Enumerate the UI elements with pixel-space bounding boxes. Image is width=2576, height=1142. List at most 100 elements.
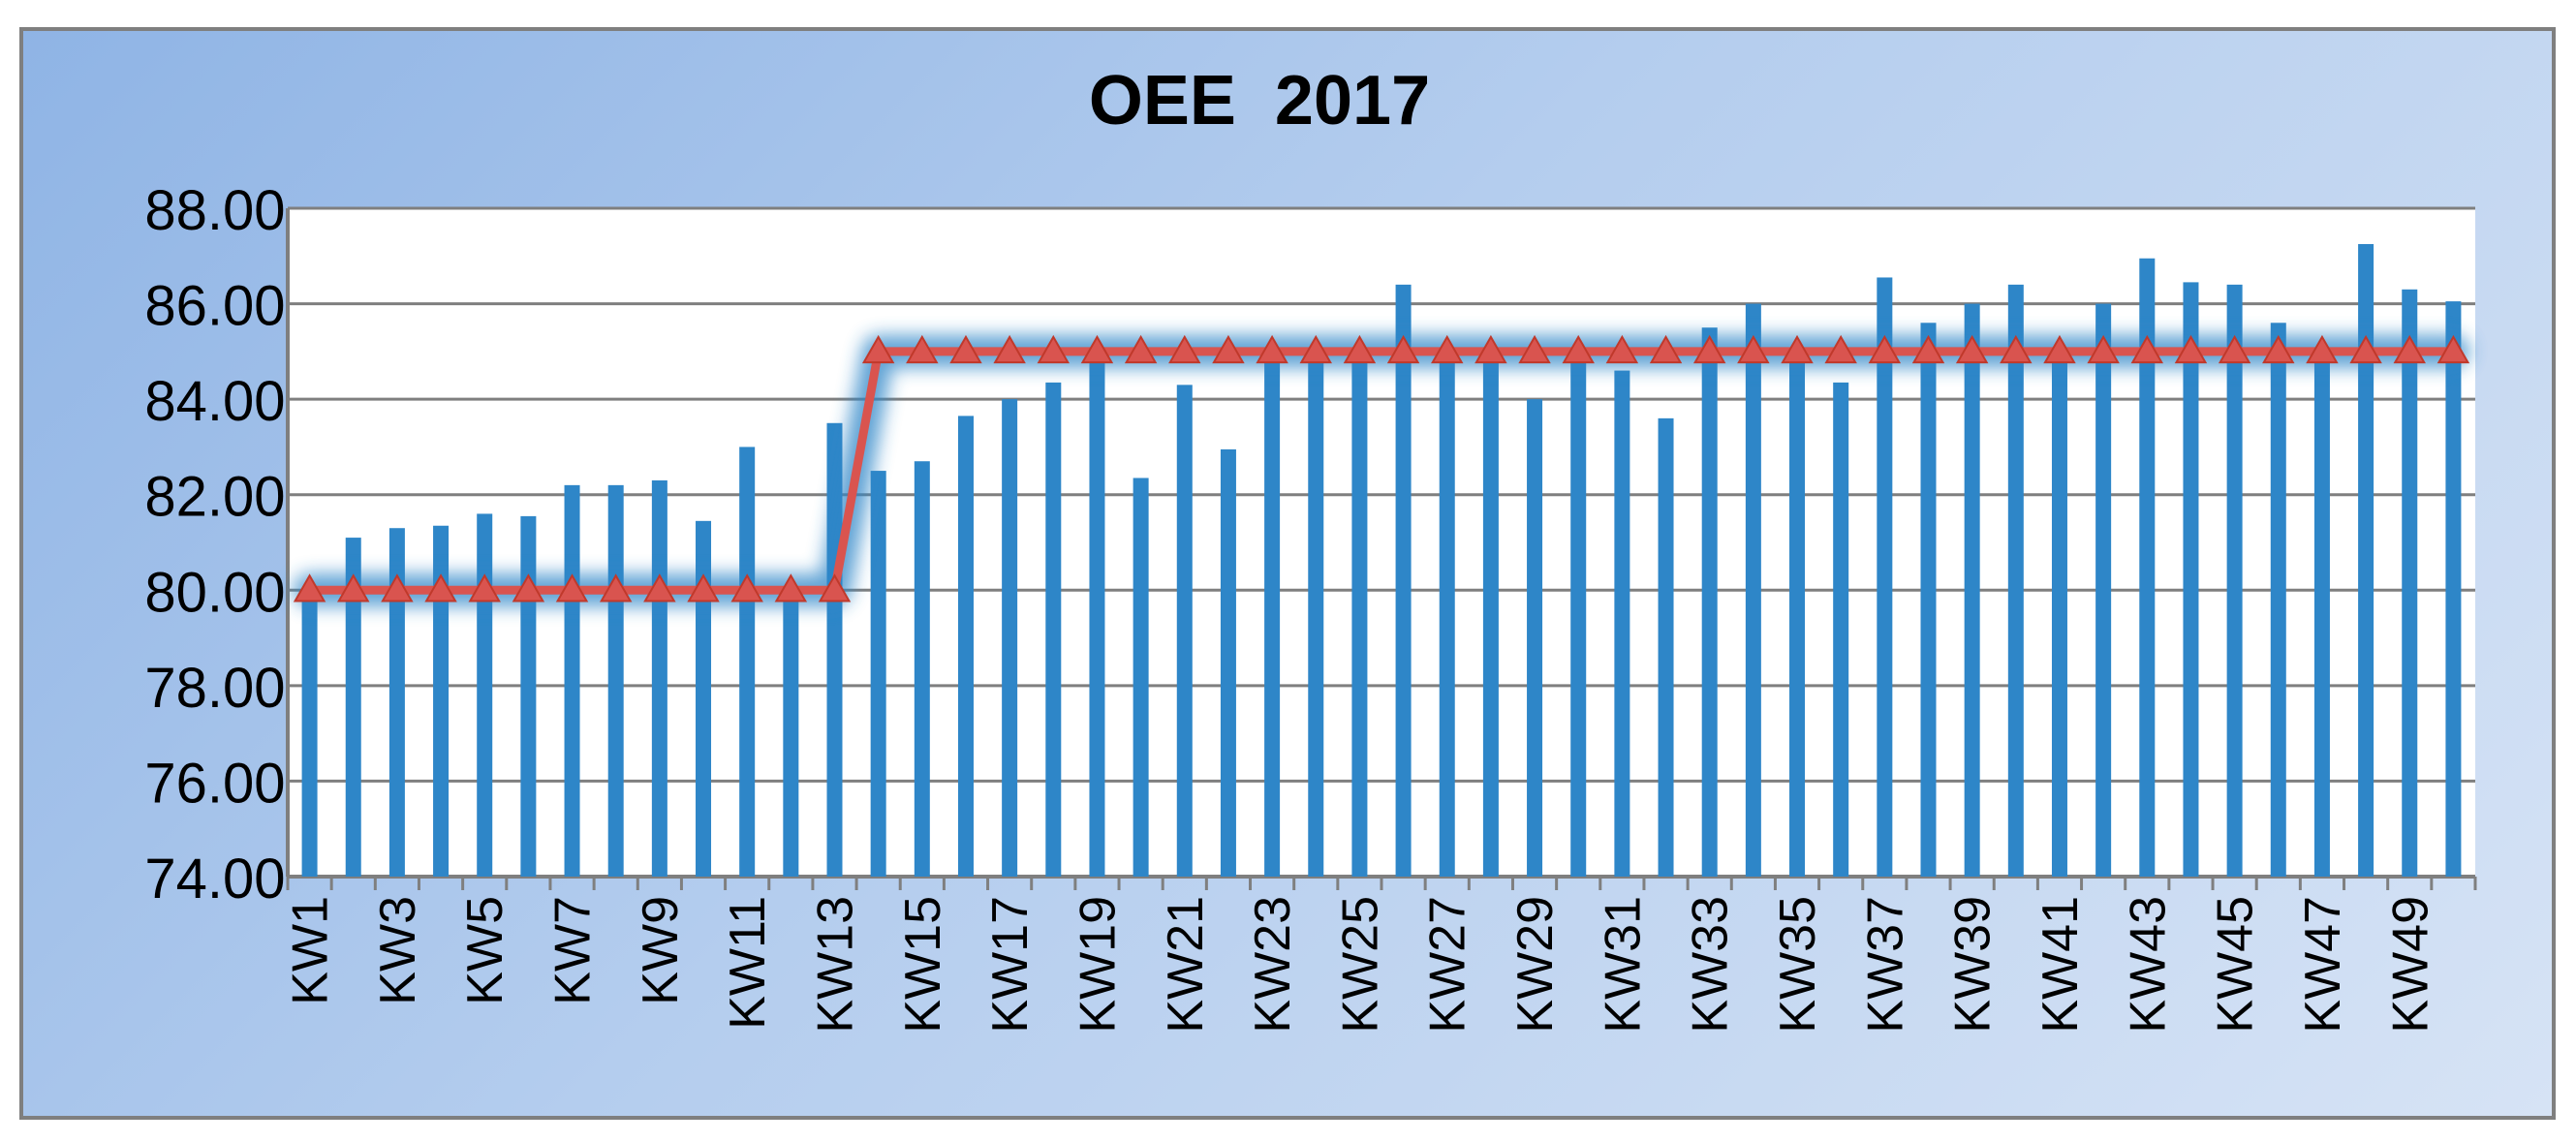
target-marker [1386,334,1420,364]
x-tick-label: KW7 [545,896,602,1005]
target-marker [1080,334,1114,364]
target-marker [818,573,852,602]
y-tick-label: 74.00 [144,848,285,911]
bar [783,595,799,877]
y-tick-label: 86.00 [144,275,285,338]
target-marker [2174,334,2208,364]
target-marker [2436,334,2470,364]
target-marker [1868,334,1902,364]
y-tick-label: 78.00 [144,657,285,720]
x-tick-label: KW49 [2382,896,2438,1034]
bar [1002,399,1018,877]
x-tick-label: KW19 [1070,896,1126,1034]
bar [520,515,537,877]
target-marker [2349,334,2382,364]
target-marker [949,334,982,364]
target-marker [1605,334,1639,364]
bar [301,595,318,877]
bar [433,525,450,877]
bar [1395,284,1412,877]
bar [1877,277,1893,877]
bar [1264,354,1281,878]
bar [914,461,930,877]
x-tick-label: KW1 [283,896,339,1005]
target-marker [1649,334,1683,364]
x-tick-label: KW29 [1507,896,1564,1034]
x-tick-label: KW47 [2295,896,2351,1034]
target-marker [1343,334,1377,364]
target-marker [1474,334,1507,364]
chart-title: OEE 2017 [1089,62,1430,139]
x-tick-label: KW13 [808,896,864,1034]
x-tick-label: KW35 [1770,896,1826,1034]
bar [2270,323,2286,877]
target-marker [1737,334,1770,364]
target-marker [1824,334,1857,364]
target-marker [1212,334,1245,364]
target-marker [293,573,326,602]
y-tick-label: 84.00 [144,370,285,433]
x-tick-label: KW33 [1683,896,1739,1034]
target-marker [2393,334,2426,364]
target-marker [1692,334,1726,364]
x-tick-label: KW9 [633,896,689,1005]
target-marker [730,573,763,602]
y-tick-label: 76.00 [144,752,285,815]
x-tick-label: KW37 [1857,896,1913,1034]
target-marker [337,573,370,602]
bar [1133,478,1149,877]
bar [2183,282,2199,878]
bar [1658,417,1674,877]
target-marker [1168,334,1201,364]
bar [2051,351,2067,877]
bar [1964,303,1980,878]
target-marker [1037,334,1071,364]
bar [1920,323,1937,877]
bar [1220,448,1236,877]
x-tick-label: KW41 [2033,896,2089,1034]
bar [564,484,580,877]
bar [1701,327,1718,877]
target-marker [424,573,457,602]
bar [957,416,974,877]
bar [1482,351,1499,877]
x-tick-label: KW21 [1158,896,1214,1034]
bar [345,538,361,877]
bar [1308,351,1324,877]
bar [739,447,756,877]
target-marker [2130,334,2164,364]
bar [1745,303,1761,878]
target-marker [512,573,545,602]
bar [2313,351,2330,877]
y-tick-label: 82.00 [144,466,285,529]
target-marker [643,573,676,602]
bar [2226,284,2243,877]
target-marker [1299,334,1332,364]
x-tick-label: KW25 [1332,896,1388,1034]
target-marker [555,573,589,602]
target-marker [2218,334,2251,364]
x-tick-label: KW27 [1420,896,1476,1034]
bar [1045,382,1062,877]
target-marker [1955,334,1989,364]
target-marker [687,573,720,602]
y-tick-label: 88.00 [144,179,285,242]
target-marker [1518,334,1551,364]
target-marker [1124,334,1158,364]
target-marker [599,573,633,602]
target-marker [1256,334,1288,364]
x-tick-label: KW5 [457,896,513,1005]
bar [1089,351,1105,877]
y-tick-label: 80.00 [144,561,285,624]
bar [1789,351,1806,877]
target-marker [774,573,808,602]
target-marker [993,334,1026,364]
bar [2139,258,2156,877]
bar [1527,399,1543,877]
x-tick-label: KW11 [720,896,776,1030]
x-tick-label: KW45 [2208,896,2264,1034]
target-marker [1431,334,1464,364]
bar [2358,243,2374,877]
x-tick-label: KW39 [1945,896,2002,1034]
bar [2007,284,2024,877]
